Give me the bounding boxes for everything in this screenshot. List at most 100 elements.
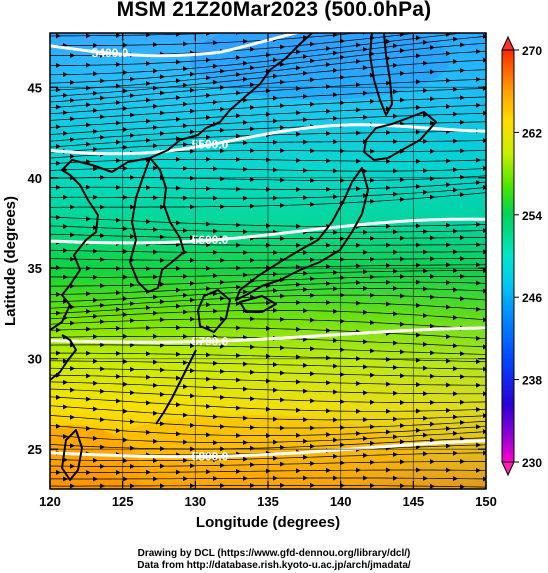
wind-arrow <box>176 185 181 191</box>
wind-arrow <box>250 425 255 431</box>
wind-arrow <box>490 274 495 279</box>
wind-arrow <box>340 74 345 80</box>
coastline-honshu <box>235 167 369 301</box>
wind-arrow <box>206 376 211 382</box>
wind-arrow <box>130 318 135 324</box>
streamline <box>50 42 486 84</box>
wind-arrow <box>446 33 451 37</box>
wind-arrow <box>273 139 278 145</box>
wind-arrow <box>273 57 278 63</box>
wind-arrow <box>273 439 278 445</box>
wind-arrow <box>446 334 451 340</box>
wind-arrow <box>123 381 128 387</box>
wind-arrow <box>416 129 421 135</box>
wind-arrow <box>356 467 361 473</box>
wind-arrow <box>56 62 61 68</box>
wind-arrow <box>460 420 465 426</box>
wind-arrow <box>363 249 368 255</box>
wind-arrow <box>123 458 128 464</box>
wind-arrow <box>326 408 331 414</box>
wind-arrow <box>176 116 181 122</box>
wind-arrow <box>100 483 105 489</box>
wind-arrow <box>236 242 241 248</box>
wind-arrow <box>296 223 301 229</box>
wind-arrow <box>213 249 218 255</box>
wind-arrow <box>393 365 398 371</box>
wind-arrow <box>476 157 481 163</box>
wind-arrow <box>453 167 458 173</box>
wind-arrow <box>153 125 158 131</box>
wind-arrow <box>476 442 481 448</box>
wind-arrow <box>280 235 285 241</box>
wind-arrow <box>123 437 128 443</box>
wind-arrow <box>416 382 421 388</box>
wind-arrow <box>130 419 135 425</box>
wind-arrow <box>453 59 458 65</box>
wind-arrow <box>303 54 308 60</box>
wind-arrow <box>183 360 188 366</box>
wind-arrow <box>310 482 315 488</box>
wind-arrow <box>190 280 195 286</box>
wind-arrow <box>153 458 158 464</box>
wind-arrow <box>130 463 135 469</box>
wind-arrow <box>280 79 285 85</box>
wind-arrow <box>86 491 91 496</box>
wind-arrow <box>453 86 458 92</box>
wind-arrow <box>446 467 451 473</box>
wind-arrow <box>56 143 61 149</box>
wind-arrow <box>363 309 368 315</box>
wind-arrow <box>153 476 158 482</box>
wind-arrow <box>266 326 271 332</box>
wind-arrow <box>370 292 375 298</box>
wind-arrow <box>160 204 165 210</box>
wind-arrow <box>190 71 195 77</box>
wind-arrow <box>370 274 375 280</box>
wind-arrow <box>446 492 451 497</box>
wind-arrow <box>93 476 98 482</box>
wind-arrow <box>446 426 451 432</box>
wind-arrow <box>130 132 135 138</box>
wind-arrow <box>303 270 308 276</box>
wind-arrow <box>370 148 375 154</box>
wind-arrow <box>333 139 338 145</box>
wind-arrow <box>220 462 225 468</box>
wind-arrow <box>416 35 421 41</box>
wind-arrow <box>460 296 465 302</box>
wind-arrow <box>430 399 435 405</box>
wind-arrow <box>153 249 158 255</box>
wind-arrow <box>303 496 308 501</box>
wind-arrow <box>363 417 368 423</box>
streamline <box>50 258 486 261</box>
wind-arrow <box>490 399 495 404</box>
wind-arrow <box>310 346 315 352</box>
wind-arrow <box>386 429 391 435</box>
wind-arrow <box>280 44 285 50</box>
wind-arrow <box>266 88 271 94</box>
wind-arrow <box>490 94 495 99</box>
wind-arrow <box>93 71 98 77</box>
wind-arrow <box>190 129 195 135</box>
wind-arrow <box>86 184 91 190</box>
wind-arrow <box>400 33 405 38</box>
credit-data: Data from http://database.rish.kyoto-u.a… <box>137 560 411 571</box>
wind-arrow <box>266 300 271 306</box>
wind-arrow <box>363 46 368 52</box>
wind-arrow <box>386 158 391 164</box>
x-axis-label: Longitude (degrees) <box>196 514 340 531</box>
wind-arrow <box>446 242 451 248</box>
wind-arrow <box>356 408 361 414</box>
wind-arrow <box>86 469 91 475</box>
wind-arrow <box>176 220 181 226</box>
x-tick-label: 130 <box>184 494 206 509</box>
wind-arrow <box>310 41 315 47</box>
wind-arrow <box>326 46 331 52</box>
wind-arrow <box>416 158 421 164</box>
wind-arrow <box>363 65 368 71</box>
wind-arrow <box>243 195 248 201</box>
wind-arrow <box>333 417 338 423</box>
wind-arrow <box>153 294 158 300</box>
wind-arrow <box>236 353 241 359</box>
wind-arrow <box>56 104 61 110</box>
wind-arrow <box>86 102 91 108</box>
wind-arrow <box>363 229 368 235</box>
